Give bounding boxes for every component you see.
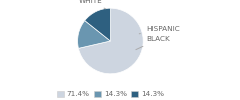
Legend: 71.4%, 14.3%, 14.3%: 71.4%, 14.3%, 14.3% <box>54 88 167 100</box>
Wedge shape <box>85 8 110 41</box>
Text: WHITE: WHITE <box>79 0 105 9</box>
Text: BLACK: BLACK <box>136 36 170 50</box>
Wedge shape <box>78 8 143 74</box>
Wedge shape <box>78 21 110 48</box>
Text: HISPANIC: HISPANIC <box>139 26 180 34</box>
